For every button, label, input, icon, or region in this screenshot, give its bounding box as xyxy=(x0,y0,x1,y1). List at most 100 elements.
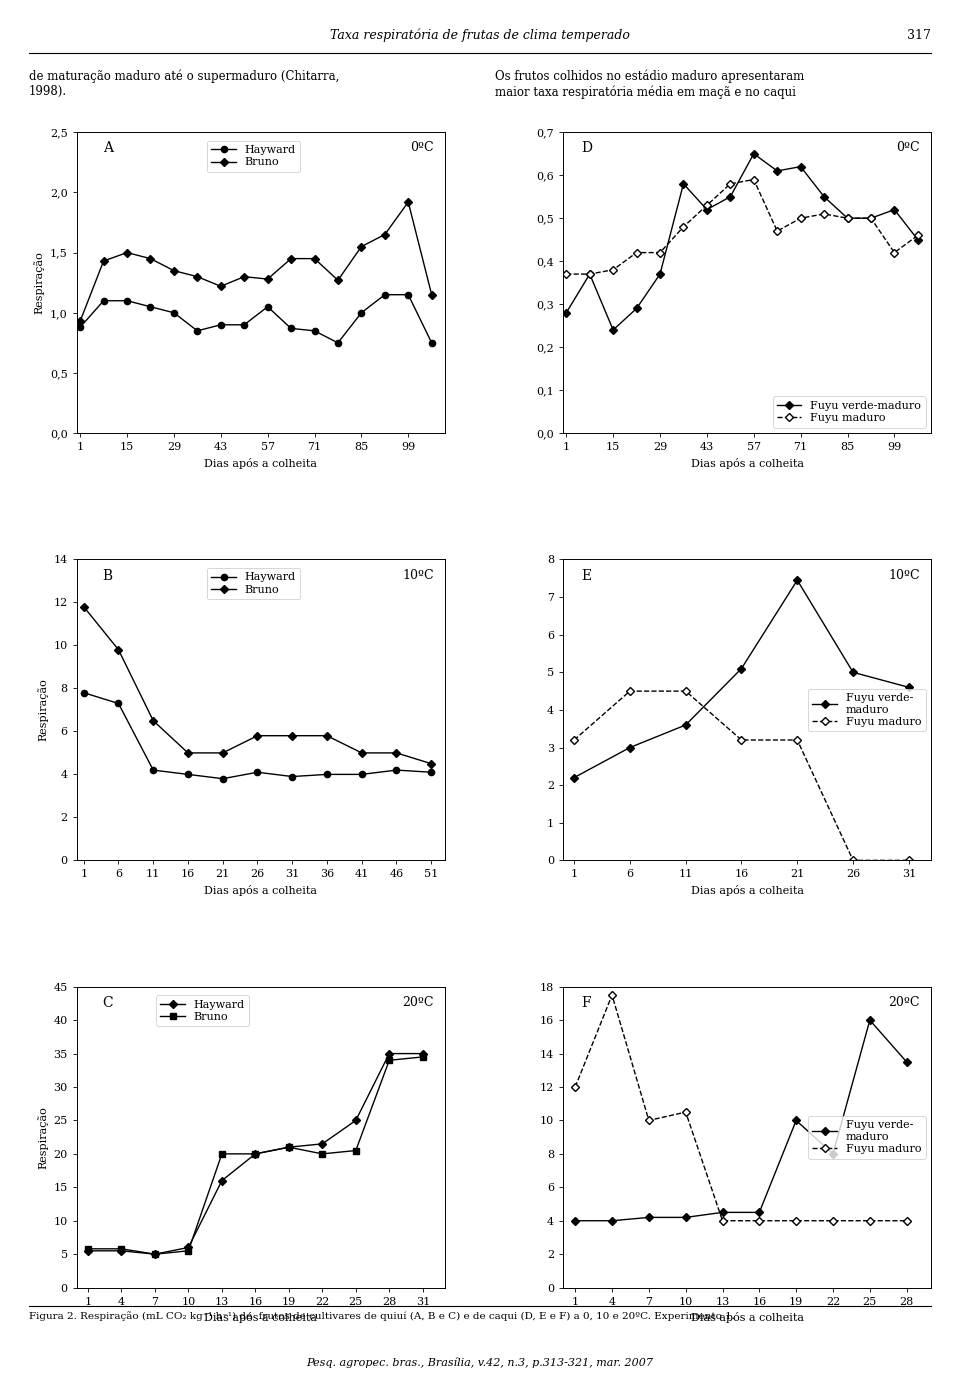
Hayward xyxy=(216,1172,228,1189)
Fuyu maduro xyxy=(735,732,747,749)
Bruno xyxy=(332,271,344,288)
Fuyu verde-
maduro xyxy=(790,1112,802,1129)
Fuyu maduro xyxy=(655,244,666,260)
Fuyu maduro xyxy=(900,1212,912,1229)
Y-axis label: Respiração: Respiração xyxy=(34,252,44,315)
Fuyu verde-
maduro xyxy=(643,1210,655,1226)
Hayward xyxy=(115,1243,127,1260)
Hayward xyxy=(356,766,368,782)
Hayward xyxy=(355,305,367,322)
X-axis label: Dias após a colheita: Dias após a colheita xyxy=(204,1313,318,1324)
Fuyu maduro xyxy=(607,987,618,1004)
Legend: Hayward, Bruno: Hayward, Bruno xyxy=(207,141,300,173)
Bruno xyxy=(168,262,180,278)
Text: 20ºC: 20ºC xyxy=(402,995,434,1009)
Fuyu maduro xyxy=(680,682,691,699)
Hayward xyxy=(217,770,228,786)
Bruno xyxy=(148,713,159,729)
Text: B: B xyxy=(103,568,112,582)
Y-axis label: Respiração: Respiração xyxy=(37,678,48,742)
Fuyu maduro xyxy=(864,1212,876,1229)
Hayward xyxy=(83,1243,94,1260)
Fuyu maduro xyxy=(608,262,619,278)
Hayward xyxy=(350,1112,362,1129)
Bruno xyxy=(78,599,89,615)
Fuyu maduro xyxy=(792,732,804,749)
Fuyu verde-
maduro xyxy=(903,679,915,696)
Bruno xyxy=(74,313,85,330)
Fuyu verde-
maduro xyxy=(864,1012,876,1029)
Fuyu maduro xyxy=(568,732,580,749)
Line: Bruno: Bruno xyxy=(77,199,435,324)
Bruno xyxy=(145,251,156,267)
Fuyu maduro xyxy=(643,1112,655,1129)
Fuyu verde-maduro xyxy=(561,305,572,322)
Hayward xyxy=(322,766,333,782)
Text: 0ºC: 0ºC xyxy=(411,141,434,155)
Bruno xyxy=(98,253,109,270)
Legend: Fuyu verde-
maduro, Fuyu maduro: Fuyu verde- maduro, Fuyu maduro xyxy=(808,1116,925,1158)
Bruno xyxy=(182,745,194,761)
Line: Hayward: Hayward xyxy=(81,689,434,782)
X-axis label: Dias após a colheita: Dias após a colheita xyxy=(690,885,804,896)
Bruno xyxy=(391,745,402,761)
Fuyu verde-maduro xyxy=(772,163,783,180)
Fuyu verde-maduro xyxy=(701,202,712,219)
Fuyu verde-maduro xyxy=(889,202,900,219)
Hayward xyxy=(192,323,204,340)
Fuyu maduro xyxy=(754,1212,765,1229)
Bruno xyxy=(425,756,437,773)
Text: C: C xyxy=(103,995,113,1009)
X-axis label: Dias após a colheita: Dias após a colheita xyxy=(204,458,318,469)
Hayward xyxy=(182,1239,194,1256)
Fuyu verde-
maduro xyxy=(792,572,804,589)
Fuyu verde-maduro xyxy=(795,159,806,175)
Bruno xyxy=(379,226,391,242)
Bruno xyxy=(355,238,367,255)
Fuyu verde-
maduro xyxy=(624,739,636,756)
Text: Os frutos colhidos no estádio maduro apresentaram
    maior taxa respiratória mé: Os frutos colhidos no estádio maduro apr… xyxy=(480,70,804,99)
Text: Pesq. agropec. bras., Brasília, v.42, n.3, p.313-321, mar. 2007: Pesq. agropec. bras., Brasília, v.42, n.… xyxy=(306,1357,654,1368)
Fuyu verde-
maduro xyxy=(568,770,580,786)
Bruno xyxy=(112,642,124,658)
Fuyu verde-
maduro xyxy=(607,1212,618,1229)
Fuyu verde-
maduro xyxy=(754,1204,765,1221)
Fuyu verde-maduro xyxy=(912,231,924,248)
Text: F: F xyxy=(582,995,591,1009)
Text: E: E xyxy=(582,568,591,582)
Fuyu maduro xyxy=(790,1212,802,1229)
Hayward xyxy=(317,1136,328,1153)
Bruno xyxy=(322,728,333,745)
Hayward xyxy=(391,761,402,778)
Fuyu maduro xyxy=(795,210,806,227)
Fuyu verde-maduro xyxy=(842,210,853,227)
Hayward xyxy=(145,298,156,315)
Hayward xyxy=(417,1045,428,1062)
Line: Fuyu verde-maduro: Fuyu verde-maduro xyxy=(564,150,921,333)
Hayward xyxy=(309,323,321,340)
Hayward xyxy=(78,685,89,702)
Fuyu maduro xyxy=(624,682,636,699)
Bruno xyxy=(426,287,438,303)
Line: Fuyu maduro: Fuyu maduro xyxy=(572,992,910,1224)
Fuyu maduro xyxy=(701,196,712,213)
Hayward xyxy=(286,768,298,785)
Line: Hayward: Hayward xyxy=(84,1051,426,1257)
Line: Fuyu maduro: Fuyu maduro xyxy=(571,688,912,863)
Bruno xyxy=(417,1048,428,1065)
Hayward xyxy=(149,1246,160,1263)
Bruno xyxy=(262,270,274,287)
X-axis label: Dias após a colheita: Dias após a colheita xyxy=(690,458,804,469)
Text: Figura 2. Respiração (mL CO₂ kg⁻¹ h⁻¹) de  frutos de cultivares de quiuí (A, B e: Figura 2. Respiração (mL CO₂ kg⁻¹ h⁻¹) d… xyxy=(29,1311,734,1321)
Fuyu maduro xyxy=(848,852,859,869)
Y-axis label: Respiração: Respiração xyxy=(37,1105,48,1168)
Line: Fuyu maduro: Fuyu maduro xyxy=(564,177,921,277)
Line: Fuyu verde-
maduro: Fuyu verde- maduro xyxy=(572,1018,910,1224)
Fuyu verde-
maduro xyxy=(735,660,747,677)
Fuyu verde-
maduro xyxy=(717,1204,729,1221)
Bruno xyxy=(192,269,204,285)
Fuyu verde-maduro xyxy=(608,322,619,338)
Fuyu maduro xyxy=(680,1104,691,1121)
Bruno xyxy=(309,251,321,267)
Hayward xyxy=(332,334,344,351)
